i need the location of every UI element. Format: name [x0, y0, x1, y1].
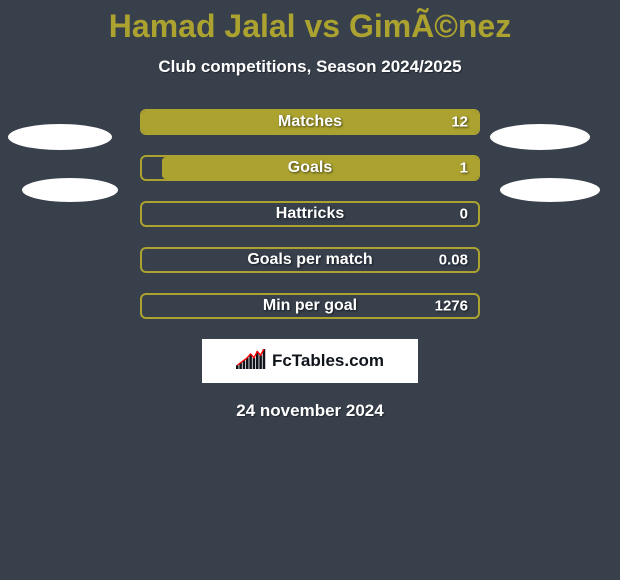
logo-text: FcTables.com: [272, 351, 384, 371]
stat-row-label: Goals per match: [247, 251, 372, 269]
stat-row-value: 0.08: [439, 252, 468, 269]
decorative-ellipse: [490, 124, 590, 150]
stat-row-label: Hattricks: [276, 205, 344, 223]
stat-rows: Matches 12 Goals 1 Hattricks 0 Goals per match…: [140, 109, 480, 319]
fctables-chart-icon: [236, 349, 266, 374]
decorative-ellipse: [22, 178, 118, 202]
stat-row: Min per goal 1276: [140, 293, 480, 319]
stat-row-label: Min per goal: [263, 297, 357, 315]
stat-row-value: 1: [460, 160, 468, 177]
stat-row: Hattricks 0: [140, 201, 480, 227]
page-subtitle: Club competitions, Season 2024/2025: [0, 57, 620, 77]
decorative-ellipse: [500, 178, 600, 202]
stat-row: Matches 12: [140, 109, 480, 135]
stat-row-label: Matches: [278, 113, 342, 131]
decorative-ellipse: [8, 124, 112, 150]
logo-box: FcTables.com: [202, 339, 418, 383]
stat-row-value: 1276: [435, 298, 468, 315]
comparison-card: Hamad Jalal vs GimÃ©nez Club competition…: [0, 0, 620, 580]
date-line: 24 november 2024: [0, 401, 620, 421]
stat-row-label: Goals: [288, 159, 332, 177]
stat-row-value: 0: [460, 206, 468, 223]
page-title: Hamad Jalal vs GimÃ©nez: [0, 0, 620, 45]
stat-row-value: 12: [451, 114, 468, 131]
stat-row: Goals per match 0.08: [140, 247, 480, 273]
stat-row: Goals 1: [140, 155, 480, 181]
